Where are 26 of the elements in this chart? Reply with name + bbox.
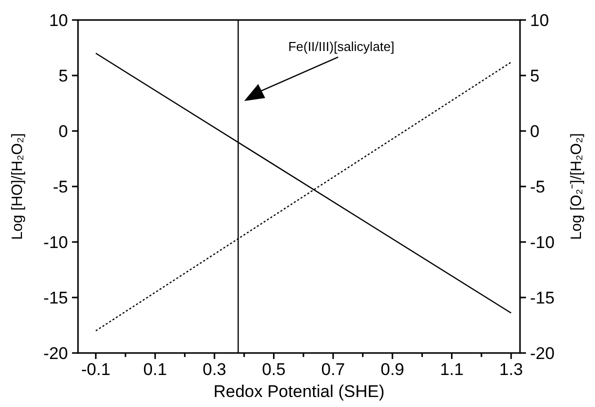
y-tick-label: 10 <box>49 10 68 30</box>
x-tick-label: 0.5 <box>262 360 286 379</box>
y-tick-label: -10 <box>43 232 68 252</box>
y-tick-label: 0 <box>58 122 68 141</box>
y-axis-title: Log [HO]/[H₂O₂] <box>9 133 26 240</box>
y-tick-label: -15 <box>43 288 68 308</box>
y2-tick-label: -20 <box>530 344 555 363</box>
x-tick-label: -0.1 <box>81 360 110 379</box>
y2-tick-label: -10 <box>530 232 555 252</box>
x-tick-label: 0.7 <box>321 360 345 379</box>
x-tick-label: 0.3 <box>202 360 226 379</box>
x-axis-title: Redox Potential (SHE) <box>213 382 385 401</box>
y-tick-label: -20 <box>43 344 68 363</box>
annotation: Fe(II/III)[salicylate] <box>288 39 394 54</box>
y2-tick-label: 10 <box>530 10 549 30</box>
y-tick-label: 5 <box>58 66 68 86</box>
y2-tick-label: 0 <box>530 122 540 141</box>
x-tick-label: 1.3 <box>499 360 523 379</box>
y-tick-label: -5 <box>52 177 68 196</box>
x-tick-label: 1.1 <box>440 360 464 379</box>
x-tick-label: 0.9 <box>380 360 404 379</box>
y2-tick-label: -15 <box>530 288 555 308</box>
y2-tick-label: 5 <box>530 66 540 86</box>
x-tick-label: 0.1 <box>143 360 167 379</box>
y2-tick-label: -5 <box>530 177 546 196</box>
y2-axis-title: Log [O₂⁻]/[H₂O₂] <box>568 133 585 240</box>
